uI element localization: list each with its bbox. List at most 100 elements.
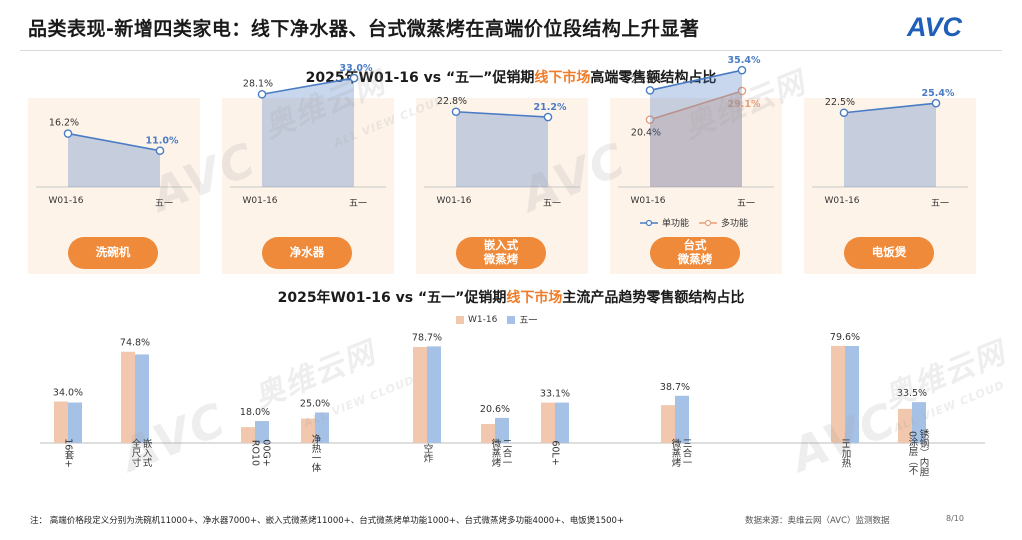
data-label: 35.4% — [728, 55, 761, 66]
legend-label: 单功能 — [662, 219, 690, 229]
series-area — [650, 90, 742, 187]
data-label: 22.5% — [825, 97, 855, 108]
x-tick-label: W01-16 — [436, 196, 471, 206]
bar-value-label: 38.7% — [660, 382, 690, 393]
x-tick-label: 五一 — [349, 199, 367, 209]
x-tick-label: 五一 — [543, 199, 561, 209]
bar — [68, 402, 82, 443]
bar-value-label: 20.6% — [480, 404, 510, 415]
bar-value-label: 18.0% — [240, 407, 270, 418]
bar-value-label: 33.5% — [897, 388, 927, 399]
bar — [541, 402, 555, 443]
bar — [54, 401, 68, 443]
data-point — [257, 89, 267, 99]
x-tick-label: 0涂层（不 — [907, 431, 919, 476]
bar-value-label: 33.1% — [540, 389, 570, 400]
series-area — [844, 103, 936, 187]
series-area — [650, 70, 742, 187]
x-tick-label: RO10 — [250, 440, 261, 466]
data-point — [645, 86, 655, 95]
data-label: 25.4% — [922, 88, 955, 99]
bar — [315, 412, 329, 443]
series-line — [649, 69, 743, 92]
data-label: 28.1% — [243, 78, 273, 89]
bar — [255, 421, 269, 443]
x-tick-label: W01-16 — [242, 196, 277, 206]
data-label: 16.2% — [49, 118, 79, 129]
bar — [301, 418, 315, 443]
series-area — [262, 78, 354, 187]
bar — [241, 427, 255, 443]
series-line — [843, 102, 937, 114]
legend-label: 多功能 — [721, 219, 749, 229]
data-label: 11.0% — [146, 136, 179, 147]
bar — [912, 402, 926, 443]
data-label: 29.1% — [728, 99, 761, 110]
x-tick-label: IH加热 — [840, 439, 852, 469]
data-label: 21.2% — [534, 102, 567, 113]
legend-swatch — [456, 315, 464, 324]
series-area — [456, 111, 548, 187]
data-source: 数据来源：奥维云网（AVC）监测数据 — [745, 516, 890, 526]
legend-swatch — [507, 315, 516, 324]
x-tick-label: 五一 — [931, 199, 949, 209]
page-number: 8/10 — [946, 514, 964, 523]
data-point — [63, 129, 73, 138]
data-label: 33.0% — [340, 63, 373, 74]
x-tick-label: W01-16 — [630, 196, 665, 206]
bar — [898, 408, 912, 443]
bar — [831, 345, 845, 443]
top-legend: 单功能 多功能 — [640, 216, 748, 229]
bar — [555, 402, 569, 443]
data-label: 22.8% — [437, 96, 467, 107]
bar — [135, 354, 149, 443]
category-pill-water-purifier: 净水器 — [262, 237, 352, 269]
legend-label: W1-16 — [468, 314, 498, 325]
data-point — [543, 112, 553, 122]
x-tick-label: 微蒸烤 — [490, 438, 502, 468]
bar-value-label: 79.6% — [830, 332, 860, 343]
series-line — [261, 77, 355, 96]
data-point — [737, 86, 747, 96]
data-point — [349, 73, 359, 83]
x-tick-label: 二合一 — [501, 439, 513, 468]
bar-value-label: 74.8% — [120, 338, 150, 349]
data-point — [451, 107, 461, 117]
x-tick-label: 净热一体 — [310, 433, 322, 473]
data-point — [737, 65, 747, 75]
bottom-legend: W1-16 五一 — [456, 313, 537, 326]
x-tick-label: 微蒸烤 — [670, 438, 682, 468]
x-tick-label: 五一 — [737, 199, 755, 209]
header-divider — [20, 50, 1002, 51]
category-pill-dishwasher: 洗碗机 — [68, 237, 158, 269]
bar — [121, 351, 135, 443]
x-tick-label: 锈钢）内胆 — [918, 429, 930, 478]
bar-value-label: 25.0% — [300, 399, 330, 410]
bottom-chart-title: 2025年W01-16 vs “五一”促销期线下市场主流产品趋势零售额结构占比 — [277, 290, 745, 306]
bar — [427, 346, 441, 443]
data-label: 29.3% — [631, 74, 661, 85]
series-line — [67, 132, 161, 152]
x-tick-label: 嵌入式 — [141, 438, 153, 467]
bar-value-label: 78.7% — [412, 332, 442, 343]
data-point — [155, 146, 165, 155]
svg-text:AVC: AVC — [906, 12, 963, 42]
x-tick-label: 16套+ — [63, 438, 75, 468]
data-point — [839, 108, 849, 118]
data-point — [931, 98, 941, 108]
data-point — [645, 115, 655, 124]
bar — [845, 346, 859, 443]
data-label: 20.4% — [631, 128, 661, 139]
bar — [413, 346, 427, 443]
page-title: 品类表现-新增四类家电：线下净水器、台式微蒸烤在高端价位段结构上升显著 — [28, 18, 700, 40]
footnote: 注： 高端价格段定义分别为洗碗机11000+、净水器7000+、嵌入式微蒸烤11… — [30, 516, 625, 526]
bar-value-label: 34.0% — [53, 388, 83, 399]
x-tick-label: 空炸 — [422, 443, 434, 464]
x-tick-label: 三合一 — [681, 439, 693, 468]
series-line — [455, 110, 549, 118]
avc-logo: AVC — [906, 12, 963, 42]
x-tick-label: 00G+ — [261, 439, 272, 466]
legend-line-blue-icon — [640, 219, 658, 226]
bar — [481, 423, 495, 443]
category-pill-built-in-oven: 嵌入式 微蒸烤 — [456, 237, 546, 269]
